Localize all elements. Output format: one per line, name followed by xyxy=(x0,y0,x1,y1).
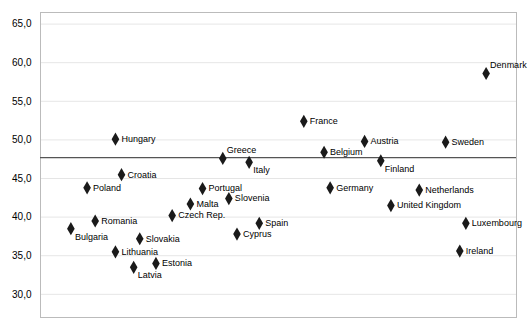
svg-text:35,0: 35,0 xyxy=(12,250,32,261)
svg-text:Greece: Greece xyxy=(227,145,257,155)
svg-text:Austria: Austria xyxy=(371,136,399,146)
svg-text:50,0: 50,0 xyxy=(12,134,32,145)
svg-text:Italy: Italy xyxy=(253,165,270,175)
svg-text:Bulgaria: Bulgaria xyxy=(75,232,108,242)
svg-text:Romania: Romania xyxy=(101,216,137,226)
svg-text:Hungary: Hungary xyxy=(121,134,156,144)
svg-text:Latvia: Latvia xyxy=(138,270,162,280)
svg-text:Croatia: Croatia xyxy=(128,170,157,180)
svg-text:Cyprus: Cyprus xyxy=(243,229,272,239)
svg-text:Lithuania: Lithuania xyxy=(121,247,158,257)
svg-text:Germany: Germany xyxy=(336,183,374,193)
svg-text:Spain: Spain xyxy=(265,218,288,228)
svg-text:Sweden: Sweden xyxy=(452,137,485,147)
svg-text:65,0: 65,0 xyxy=(12,18,32,29)
svg-text:Finland: Finland xyxy=(385,164,415,174)
svg-text:Estonia: Estonia xyxy=(162,258,192,268)
svg-text:Belgium: Belgium xyxy=(330,147,363,157)
svg-text:60,0: 60,0 xyxy=(12,57,32,68)
svg-text:Malta: Malta xyxy=(196,199,218,209)
svg-text:Poland: Poland xyxy=(93,183,121,193)
svg-text:Netherlands: Netherlands xyxy=(425,185,474,195)
svg-text:Slovakia: Slovakia xyxy=(146,234,180,244)
svg-text:Denmark: Denmark xyxy=(490,60,527,70)
svg-text:Ireland: Ireland xyxy=(466,246,494,256)
svg-text:Portugal: Portugal xyxy=(209,183,243,193)
svg-text:United Kingdom: United Kingdom xyxy=(397,200,461,210)
svg-text:40,0: 40,0 xyxy=(12,211,32,222)
svg-text:France: France xyxy=(310,116,338,126)
svg-text:Slovenia: Slovenia xyxy=(235,193,270,203)
svg-text:30,0: 30,0 xyxy=(12,289,32,300)
svg-text:55,0: 55,0 xyxy=(12,95,32,106)
svg-text:Czech Rep.: Czech Rep. xyxy=(178,210,225,220)
svg-text:45,0: 45,0 xyxy=(12,173,32,184)
svg-text:Luxembourg: Luxembourg xyxy=(472,218,522,228)
